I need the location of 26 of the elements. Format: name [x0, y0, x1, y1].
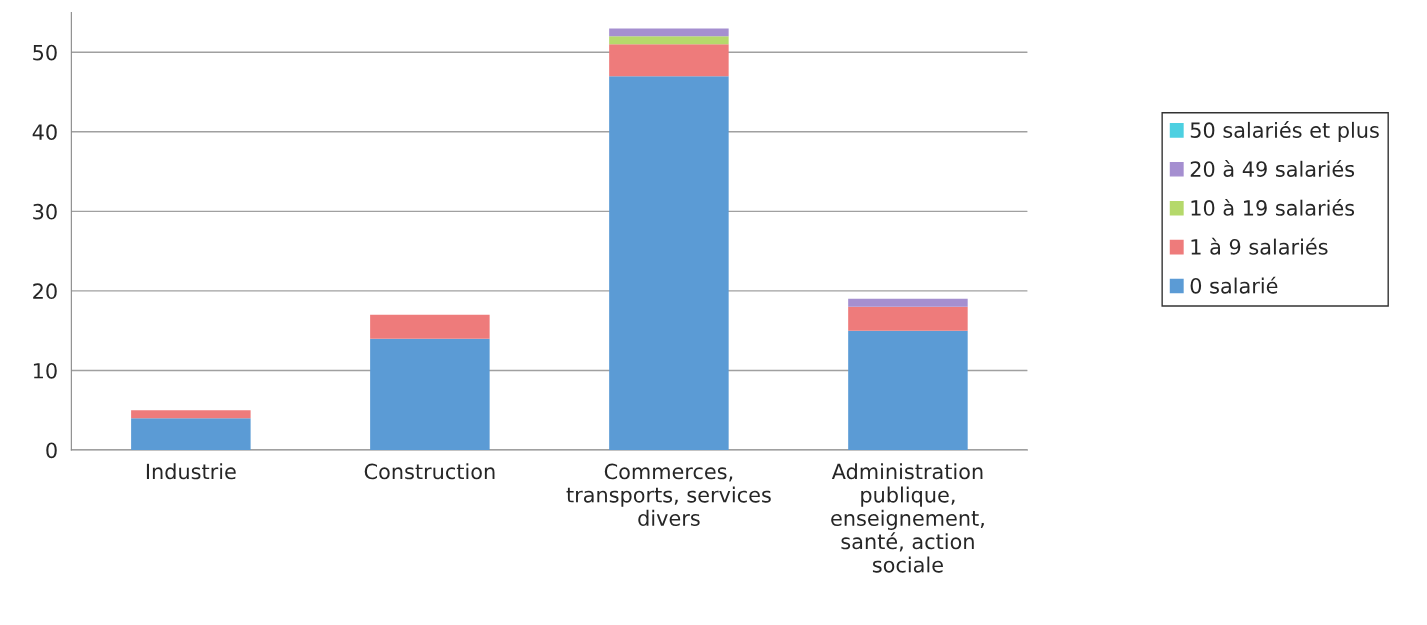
- y-tick-label: 10: [33, 362, 57, 379]
- x-tick-label: Commerces, transports, services divers: [566, 463, 771, 526]
- bar: [609, 44, 729, 77]
- legend-label: 1 à 9 salariés: [1191, 237, 1328, 255]
- y-tick-label: 20: [33, 283, 57, 300]
- legend-label: 10 à 19 salariés: [1191, 198, 1355, 216]
- bar: [370, 314, 490, 339]
- y-tick-label: 30: [33, 203, 57, 220]
- bar: [848, 306, 968, 331]
- bar: [848, 298, 968, 307]
- bar: [848, 330, 968, 450]
- y-tick-label: 50: [33, 44, 57, 61]
- bar: [370, 338, 490, 450]
- legend-label: 50 salariés et plus: [1190, 121, 1379, 143]
- x-tick-label: Construction: [364, 463, 495, 480]
- y-tick-label: 40: [32, 124, 57, 141]
- bar: [609, 28, 729, 37]
- bar: [609, 76, 729, 450]
- bar: [131, 410, 251, 419]
- y-tick-label: 0: [46, 442, 57, 459]
- bar: [131, 418, 251, 450]
- bar: [609, 36, 729, 45]
- x-tick-label: Administration publique, enseignement, santé, action sociale: [831, 463, 984, 573]
- x-tick-label: Industrie: [146, 463, 236, 480]
- legend-label: 0 salarié: [1190, 276, 1278, 294]
- legend-label: 20 à 49 salariés: [1190, 159, 1355, 177]
